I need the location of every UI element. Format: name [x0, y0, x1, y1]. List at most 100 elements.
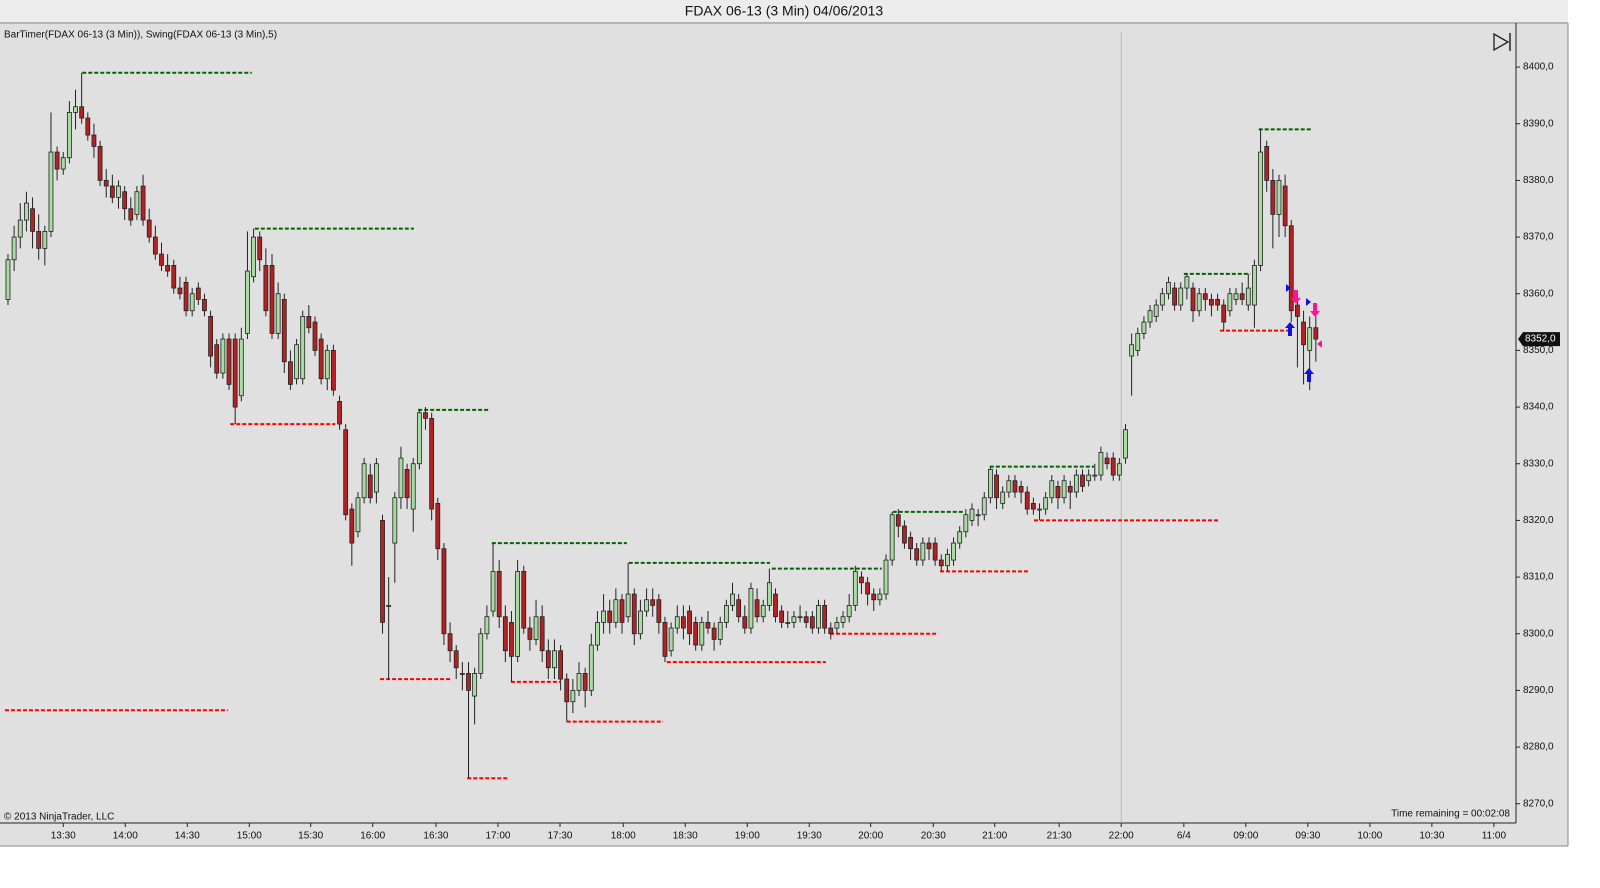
candle-body: [1166, 281, 1171, 295]
candle-body: [466, 673, 471, 691]
candle-body: [1264, 145, 1270, 181]
title-bar: [0, 0, 1568, 22]
candle-body: [846, 605, 852, 618]
x-tick-label: 22:00: [1109, 831, 1134, 842]
candle-body: [275, 293, 281, 334]
last-price-marker: [1518, 332, 1560, 347]
candle-body: [902, 525, 907, 544]
button-bg[interactable]: [1490, 31, 1514, 53]
candle-body: [1116, 463, 1122, 476]
candle-body: [24, 202, 29, 221]
candle-body: [527, 627, 533, 640]
x-tick-label: 18:00: [611, 831, 636, 842]
x-tick-label: 16:00: [360, 831, 385, 842]
study-label: BarTimer(FDAX 06-13 (3 Min)), Swing(FDAX…: [4, 30, 277, 41]
x-tick-label: 14:00: [113, 831, 138, 842]
candle-body: [883, 559, 889, 595]
x-tick-label: 10:00: [1357, 831, 1382, 842]
y-tick-label: 8350,0: [1523, 345, 1554, 356]
candle-body: [1104, 457, 1110, 465]
candle-body: [871, 593, 877, 601]
candle-body: [662, 622, 668, 657]
candle-body: [367, 474, 373, 499]
plot-area: [4, 32, 1319, 823]
candle-body: [1123, 429, 1128, 459]
candle-body: [220, 338, 226, 374]
candle-body: [502, 616, 508, 652]
candle-body: [828, 627, 834, 635]
candle-body: [920, 542, 926, 561]
candle-body: [109, 185, 115, 198]
candle-body: [306, 315, 312, 329]
candle-body: [705, 622, 711, 629]
candle-body: [1301, 321, 1306, 346]
candle-body: [1092, 474, 1098, 477]
candle-body: [1202, 293, 1208, 300]
candle-body: [1270, 179, 1276, 215]
candle-body: [1221, 304, 1227, 323]
x-tick-label: 21:00: [982, 831, 1007, 842]
candle-body: [1141, 321, 1147, 334]
candle-body: [754, 599, 760, 618]
x-tick-label: 20:00: [858, 831, 883, 842]
candle-body: [128, 208, 134, 221]
candle-body: [656, 599, 662, 623]
candle-body: [988, 468, 993, 499]
candle-body: [877, 593, 883, 601]
candle-body: [945, 554, 950, 567]
candle-body: [1288, 225, 1294, 312]
candle-body: [730, 593, 735, 606]
candle-body: [1098, 451, 1104, 476]
candle-body: [545, 650, 551, 669]
y-tick-label: 8360,0: [1523, 288, 1554, 299]
candle-body: [165, 264, 171, 272]
button-icon: [1493, 32, 1510, 52]
candle-body: [1073, 474, 1079, 493]
candle-body: [1190, 287, 1196, 312]
signal-arrow: [1291, 290, 1301, 304]
candle-body: [1110, 457, 1116, 476]
candle-body: [515, 571, 521, 657]
candle-body: [613, 599, 619, 623]
candle-body: [294, 344, 299, 380]
candle-body: [251, 236, 256, 278]
candle-body: [183, 281, 189, 312]
candle-body: [1276, 179, 1282, 215]
candle-body: [889, 514, 895, 561]
candle-body: [644, 599, 649, 612]
candle-body: [699, 622, 705, 646]
candle-body: [1233, 293, 1239, 300]
candle-body: [1024, 491, 1030, 510]
candle-body: [472, 673, 478, 697]
candle-body: [435, 502, 441, 550]
candle-body: [226, 338, 232, 385]
candle-body: [803, 616, 809, 623]
candle-body: [257, 236, 263, 261]
candle-body: [638, 610, 643, 635]
candle-body: [1080, 474, 1085, 487]
candle-body: [103, 179, 109, 187]
candle-body: [552, 650, 557, 669]
candle-body: [60, 157, 66, 170]
x-tick-label: 09:00: [1233, 831, 1258, 842]
candle-body: [576, 673, 582, 691]
candle-body: [245, 270, 250, 334]
candle-body: [650, 599, 656, 606]
candle-body: [1227, 293, 1233, 312]
chart-area: [0, 22, 1568, 846]
candle-body: [66, 112, 72, 159]
candle-body: [140, 185, 146, 221]
candle-body: [1129, 344, 1135, 357]
candle-body: [687, 610, 692, 635]
scroll-end-button[interactable]: [1490, 31, 1514, 53]
candle-body: [1030, 502, 1036, 510]
x-tick-label: 19:00: [735, 831, 760, 842]
candle-body: [963, 514, 969, 533]
candle-body: [447, 633, 453, 652]
candle-body: [1067, 485, 1073, 493]
candle-body: [214, 344, 220, 374]
candle-body: [312, 321, 318, 351]
candle-body: [398, 457, 404, 499]
candle-body: [300, 315, 306, 380]
